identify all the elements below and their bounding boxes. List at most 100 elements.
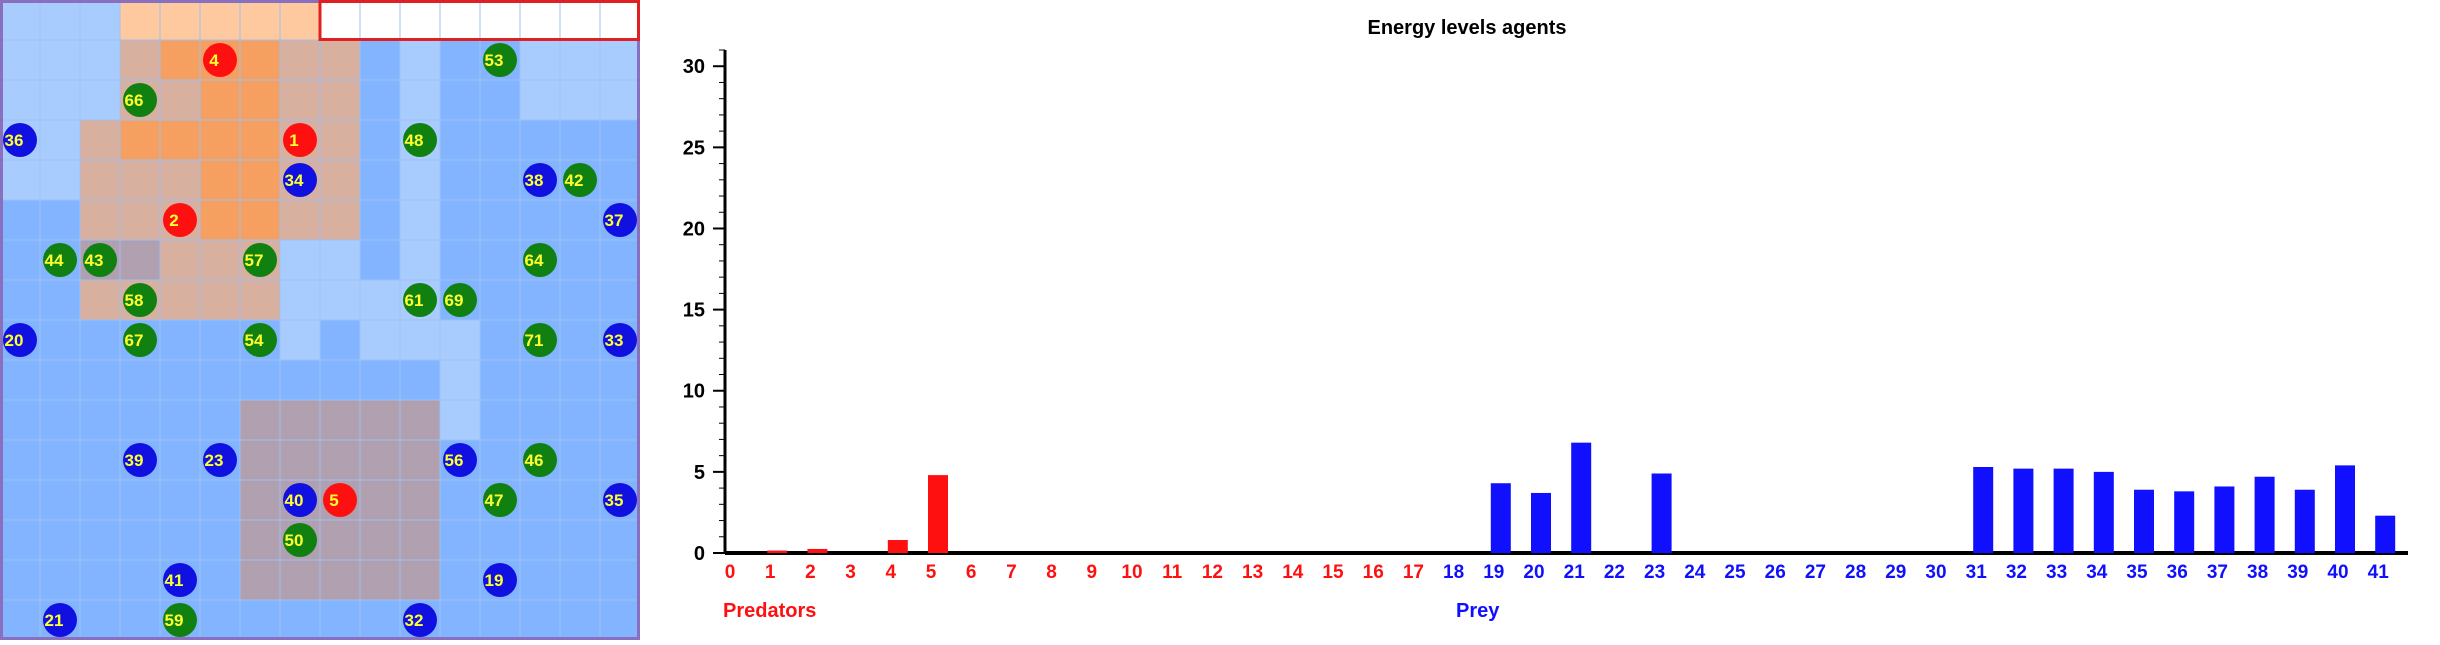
agent-label: 39 bbox=[125, 451, 144, 470]
x-tick-label: 28 bbox=[1845, 562, 1866, 583]
prey-marker bbox=[523, 163, 557, 197]
grid-cell bbox=[399, 199, 441, 241]
grid-cell bbox=[159, 39, 201, 81]
prey-marker bbox=[203, 443, 237, 477]
grid-cell bbox=[79, 79, 121, 121]
grid-cell bbox=[439, 559, 481, 601]
x-tick-label: 25 bbox=[1724, 562, 1746, 583]
grid-cell bbox=[39, 199, 81, 241]
grid-cell bbox=[559, 439, 601, 481]
grid-cell bbox=[399, 439, 441, 481]
predator-marker bbox=[283, 123, 317, 157]
grid-cell bbox=[0, 199, 41, 241]
grid-cell bbox=[239, 159, 281, 201]
grid-cell bbox=[359, 199, 401, 241]
agent-label: 61 bbox=[405, 291, 424, 310]
grid-cell bbox=[239, 519, 281, 561]
grid-cell bbox=[399, 159, 441, 201]
x-tick-label: 35 bbox=[2126, 562, 2148, 583]
grid-cell bbox=[359, 559, 401, 601]
grid-cell bbox=[519, 399, 561, 441]
x-tick-label: 17 bbox=[1403, 562, 1424, 583]
grid-cell bbox=[399, 519, 441, 561]
x-tick-label: 15 bbox=[1322, 562, 1344, 583]
grid-cell bbox=[439, 239, 481, 281]
grid-cell bbox=[159, 0, 201, 41]
agent-label: 47 bbox=[485, 491, 504, 510]
grid-cell bbox=[399, 79, 441, 121]
grid-cell bbox=[79, 479, 121, 521]
plant-marker bbox=[123, 283, 157, 317]
x-tick-label: 10 bbox=[1121, 562, 1142, 583]
chart-title: Energy levels agents bbox=[1368, 17, 1567, 39]
grid-cell bbox=[39, 39, 81, 81]
predator-agent-1: 1 bbox=[283, 123, 317, 157]
plant-agent-57: 57 bbox=[243, 243, 277, 277]
bar-37 bbox=[2214, 486, 2235, 553]
predator-agent-4: 4 bbox=[203, 43, 237, 77]
prey-marker bbox=[163, 563, 197, 597]
grid-cell bbox=[159, 319, 201, 361]
grid-cell bbox=[319, 399, 361, 441]
y-tick-label: 30 bbox=[683, 56, 705, 78]
grid-cell bbox=[199, 159, 241, 201]
grid-cell bbox=[599, 0, 641, 41]
x-tick-label: 32 bbox=[2006, 562, 2027, 583]
plant-agent-69: 69 bbox=[443, 283, 477, 317]
agent-label: 32 bbox=[405, 611, 424, 630]
prey-agent-21: 21 bbox=[43, 603, 77, 637]
bar-20 bbox=[1531, 492, 1551, 553]
prey-agent-33: 33 bbox=[603, 323, 637, 357]
predator-marker bbox=[323, 483, 357, 517]
group-label-prey: Prey bbox=[1456, 600, 1500, 622]
grid-cell bbox=[119, 519, 161, 561]
plant-agent-67: 67 bbox=[123, 323, 157, 357]
grid-cell bbox=[559, 119, 601, 161]
x-tick-label: 13 bbox=[1242, 562, 1263, 583]
plant-marker bbox=[563, 163, 597, 197]
prey-marker bbox=[603, 323, 637, 357]
grid-cell bbox=[119, 359, 161, 401]
grid-cell bbox=[319, 319, 361, 361]
grid-cell bbox=[359, 319, 401, 361]
grid-cell bbox=[479, 519, 521, 561]
grid-cell bbox=[239, 0, 281, 41]
prey-agent-23: 23 bbox=[203, 443, 237, 477]
grid-cell bbox=[39, 479, 81, 521]
grid-cell bbox=[559, 239, 601, 281]
grid-cell bbox=[199, 0, 241, 41]
grid-cell bbox=[599, 279, 641, 321]
prey-marker bbox=[283, 163, 317, 197]
grid-cell bbox=[39, 119, 81, 161]
grid-cell bbox=[199, 199, 241, 241]
prey-agent-34: 34 bbox=[283, 163, 317, 197]
grid-cell bbox=[79, 199, 121, 241]
grid-cell bbox=[239, 439, 281, 481]
grid-cell bbox=[439, 119, 481, 161]
energy-chart: Energy levels agents Predators Prey 0 5 10… bbox=[640, 0, 2440, 640]
grid-cell bbox=[439, 479, 481, 521]
grid-cell bbox=[119, 559, 161, 601]
x-tick-label: 1 bbox=[765, 562, 776, 583]
grid-cell bbox=[159, 79, 201, 121]
plant-agent-54: 54 bbox=[243, 323, 277, 357]
grid-cell bbox=[279, 279, 321, 321]
grid-cell bbox=[239, 119, 281, 161]
grid-cell bbox=[119, 0, 161, 41]
prey-marker bbox=[403, 603, 437, 637]
grid-cell bbox=[559, 199, 601, 241]
grid-cell bbox=[279, 199, 321, 241]
grid-cell bbox=[439, 359, 481, 401]
grid-cell bbox=[359, 79, 401, 121]
bar-38 bbox=[2254, 476, 2275, 553]
plant-marker bbox=[243, 243, 277, 277]
plant-agent-47: 47 bbox=[483, 483, 517, 517]
grid-cell bbox=[79, 439, 121, 481]
grid-cell bbox=[0, 439, 41, 481]
x-tick-label: 33 bbox=[2046, 562, 2067, 583]
grid-cell bbox=[439, 519, 481, 561]
grid-cell bbox=[319, 439, 361, 481]
grid-cell bbox=[279, 239, 321, 281]
grid-cell bbox=[279, 359, 321, 401]
